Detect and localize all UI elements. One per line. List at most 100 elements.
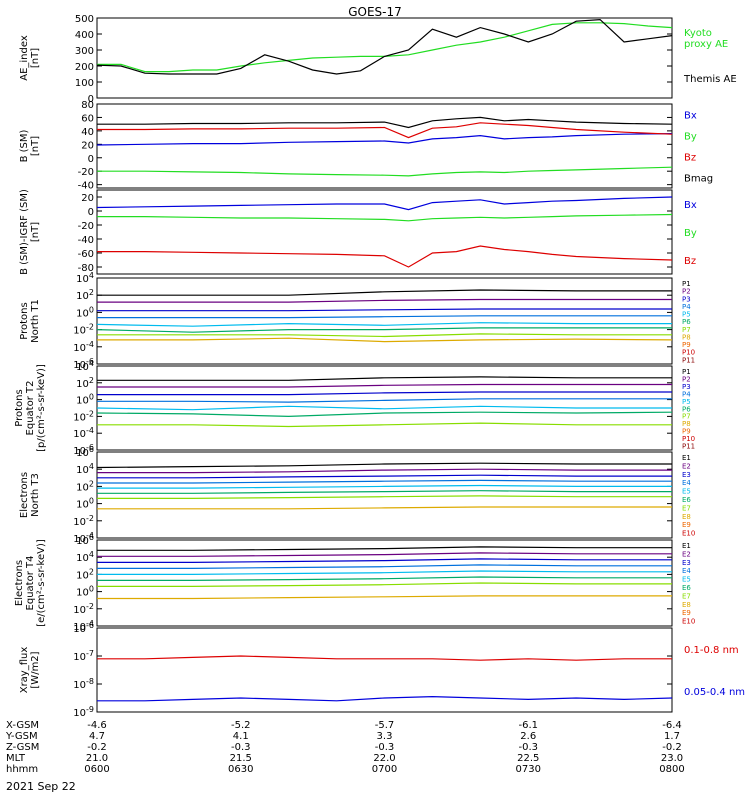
series-line-e8 <box>97 506 672 510</box>
series-line-e2 <box>97 552 672 557</box>
legend-label: E8 <box>682 513 691 521</box>
y-tick-label: -80 <box>78 263 94 274</box>
y-tick-label: 102 <box>76 288 94 302</box>
panel-frame <box>96 17 673 99</box>
legend-label: P6 <box>682 318 691 326</box>
x-tick-label: 4.7 <box>89 731 105 742</box>
legend-label: E4 <box>682 567 691 575</box>
x-tick-label: 0600 <box>84 764 109 775</box>
legend-label: E1 <box>682 542 691 550</box>
x-tick-label: -0.3 <box>375 742 395 753</box>
legend-label: E4 <box>682 479 691 487</box>
legend-label: Themis AE <box>683 74 737 85</box>
x-tick-label: -0.2 <box>87 742 107 753</box>
y-tick-label: 300 <box>75 46 94 57</box>
legend-label: E10 <box>682 530 695 538</box>
y-axis-label: [p/(cm²-s-sr-keV)] <box>36 364 47 452</box>
legend-label: P9 <box>682 341 691 349</box>
series-line-p1 <box>97 289 672 296</box>
legend-label: P2 <box>682 375 691 383</box>
y-tick-label: -60 <box>78 249 94 260</box>
x-tick-label: 0630 <box>228 764 253 775</box>
series-line-bx <box>96 196 673 211</box>
y-tick-label: 10-4 <box>73 426 94 440</box>
series-line-e4 <box>97 479 672 484</box>
legend-label: E3 <box>682 559 691 567</box>
y-axis-label: Protons <box>14 389 25 426</box>
y-axis-label: AE_index <box>19 35 30 81</box>
y-tick-label: -40 <box>78 235 94 246</box>
row-label: X-GSM <box>6 720 39 731</box>
series-line-e7 <box>97 495 672 499</box>
legend-label: 0.05-0.4 nm <box>684 687 745 698</box>
series-line-bz <box>97 122 673 139</box>
y-tick-label: -20 <box>78 221 94 232</box>
legend-label: P8 <box>682 333 691 341</box>
legend-label: P10 <box>682 349 695 357</box>
legend-label: E10 <box>682 618 695 626</box>
legend-label: P1 <box>682 368 691 376</box>
x-tick-label: 0730 <box>516 764 541 775</box>
y-tick-label: -20 <box>78 167 94 178</box>
series-line-e4 <box>97 564 672 570</box>
y-tick-label: 104 <box>76 271 94 285</box>
y-tick-label: 106 <box>76 533 94 547</box>
legend-label: E9 <box>682 609 691 617</box>
y-tick-label: 10-2 <box>73 514 94 528</box>
series-line-e1 <box>96 462 672 469</box>
y-tick-label: 10-2 <box>73 409 94 423</box>
series-line-e6 <box>97 576 672 582</box>
legend-label: P2 <box>682 288 691 296</box>
x-tick-label: 4.1 <box>233 731 249 742</box>
series-line-bmag <box>97 116 673 129</box>
y-tick-label: 100 <box>76 497 94 511</box>
legend-label: E9 <box>682 521 691 529</box>
y-tick-label: 106 <box>76 445 94 459</box>
series-line-themis-ae <box>96 18 673 75</box>
y-tick-label: 10-9 <box>73 705 94 719</box>
x-tick-label: -0.3 <box>231 742 251 753</box>
panel-frame <box>96 103 673 189</box>
series-line-kyoto-proxy-ae <box>97 22 673 73</box>
legend-label: By <box>684 228 697 239</box>
panel-xray: 10-6 10-7 10-8 10-9 Xray_flux [W/m2] 0.1-0.8 n… <box>19 621 745 719</box>
x-tick-label: -0.2 <box>662 742 682 753</box>
series-line-p2 <box>97 298 672 303</box>
panel-frame <box>96 277 673 365</box>
legend-label: P4 <box>682 303 691 311</box>
legend-label: P3 <box>682 383 691 391</box>
legend-label: P10 <box>682 435 695 443</box>
legend-label: P11 <box>682 356 695 364</box>
x-tick-label: -0.3 <box>518 742 538 753</box>
y-axis-label: [nT] <box>30 136 41 156</box>
y-tick-label: 0 <box>88 154 94 165</box>
y-tick-label: 104 <box>76 462 94 476</box>
series-line-e3 <box>97 474 672 479</box>
legend-label: P7 <box>682 326 691 334</box>
y-axis-label: Xray_flux <box>19 647 30 694</box>
series-line-p7 <box>97 333 672 338</box>
legend-label: P11 <box>682 443 695 451</box>
legend-label: E3 <box>682 471 691 479</box>
x-tick-label: 0700 <box>372 764 397 775</box>
panel-frame <box>96 189 673 275</box>
series-line-p1 <box>97 376 672 381</box>
series-line-by <box>97 213 673 222</box>
series-line-by <box>97 166 673 177</box>
legend-label: E1 <box>682 454 691 462</box>
series-line-e6 <box>97 490 672 494</box>
series-line-0-05-0-4-nm <box>97 695 673 702</box>
x-tick-label: 21.5 <box>230 753 252 764</box>
panel-bigrf: -80 -60 -40 -20 0 20 B (SM)-IGRF (SM) [nT] Bx By B… <box>19 189 697 275</box>
legend-label: proxy AE <box>684 39 728 50</box>
x-tick-label: -6.1 <box>518 720 538 731</box>
legend-label: P4 <box>682 390 691 398</box>
y-tick-label: 10-6 <box>73 621 94 635</box>
x-tick-label: -6.4 <box>662 720 682 731</box>
series-line-p5 <box>96 405 672 411</box>
legend-label: P8 <box>682 420 691 428</box>
series-line-p7 <box>97 422 672 428</box>
series-line-p6 <box>96 411 673 418</box>
